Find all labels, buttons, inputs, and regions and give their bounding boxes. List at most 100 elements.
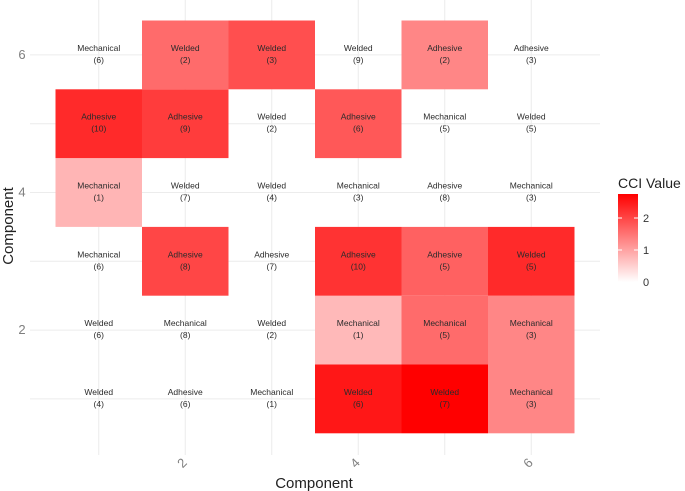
cell-count-label: (10)	[351, 261, 366, 271]
cell-count-label: (10)	[91, 124, 106, 134]
cell-count-label: (6)	[180, 399, 191, 409]
cell-count-label: (3)	[526, 399, 537, 409]
y-tick-label: 4	[18, 185, 25, 200]
cell-type-label: Mechanical	[510, 387, 553, 397]
cell-count-label: (3)	[526, 55, 537, 65]
cell-type-label: Mechanical	[510, 318, 553, 328]
cell-type-label: Welded	[84, 318, 113, 328]
cell-count-label: (6)	[94, 330, 105, 340]
heatmap-cell	[55, 158, 142, 227]
heatmap-cell	[55, 89, 142, 159]
cell-count-label: (8)	[180, 330, 191, 340]
cell-count-label: (6)	[94, 55, 105, 65]
cell-type-label: Welded	[344, 43, 373, 53]
legend-title: CCI Value	[618, 175, 681, 191]
legend-colorbar	[618, 194, 638, 282]
legend-tick-label: 2	[643, 213, 649, 225]
heatmap-cell	[315, 295, 402, 365]
cell-count-label: (4)	[267, 193, 278, 203]
y-tick-label: 2	[18, 322, 25, 337]
heatmap-cell	[401, 20, 488, 90]
legend: CCI Value 0 1 2	[618, 175, 681, 289]
cell-type-label: Welded	[344, 387, 373, 397]
cell-type-label: Welded	[257, 43, 286, 53]
cell-count-label: (2)	[267, 330, 278, 340]
cell-type-label: Adhesive	[427, 249, 462, 259]
cell-type-label: Welded	[430, 387, 459, 397]
cell-type-label: Mechanical	[77, 249, 120, 259]
cell-count-label: (3)	[526, 193, 537, 203]
cell-type-label: Adhesive	[254, 249, 289, 259]
cell-count-label: (5)	[440, 261, 451, 271]
heatmap-cell	[142, 226, 229, 296]
cell-type-label: Adhesive	[168, 112, 203, 122]
heatmap-cell	[142, 89, 229, 159]
cell-type-label: Welded	[517, 249, 546, 259]
cell-count-label: (8)	[440, 193, 451, 203]
x-axis-title: Component	[275, 475, 353, 491]
cell-count-label: (2)	[440, 55, 451, 65]
y-axis-title: Component	[0, 186, 17, 264]
cell-type-label: Mechanical	[510, 181, 553, 191]
heatmap-cells	[55, 20, 575, 434]
y-tick-label: 6	[18, 47, 25, 62]
cell-type-label: Adhesive	[427, 43, 462, 53]
cell-count-label: (2)	[180, 55, 191, 65]
cell-type-label: Welded	[257, 318, 286, 328]
cell-count-label: (2)	[267, 124, 278, 134]
cell-count-label: (3)	[353, 193, 364, 203]
cell-count-label: (1)	[267, 399, 278, 409]
cell-count-label: (5)	[526, 261, 537, 271]
cell-type-label: Mechanical	[423, 112, 466, 122]
heatmap-cell	[488, 295, 575, 365]
heatmap-cell	[228, 20, 315, 90]
cell-type-label: Adhesive	[427, 181, 462, 191]
heatmap-cell	[401, 364, 488, 434]
heatmap-cell	[142, 20, 229, 90]
heatmap-cell	[315, 226, 402, 296]
cell-type-label: Welded	[257, 112, 286, 122]
cell-count-label: (5)	[526, 124, 537, 134]
cell-type-label: Mechanical	[337, 318, 380, 328]
cell-type-label: Adhesive	[168, 249, 203, 259]
cell-type-label: Welded	[517, 112, 546, 122]
cell-count-label: (8)	[180, 261, 191, 271]
cell-count-label: (6)	[94, 261, 105, 271]
cell-count-label: (7)	[267, 261, 278, 271]
cell-type-label: Mechanical	[337, 181, 380, 191]
cell-count-label: (5)	[440, 124, 451, 134]
cell-count-label: (1)	[94, 193, 105, 203]
heatmap-cell	[315, 89, 402, 159]
cell-type-label: Adhesive	[341, 249, 376, 259]
cell-count-label: (3)	[526, 330, 537, 340]
cell-type-label: Welded	[171, 43, 200, 53]
cell-count-label: (7)	[440, 399, 451, 409]
x-tick-label: 4	[347, 455, 363, 471]
x-tick-label: 6	[520, 455, 536, 471]
cell-count-label: (9)	[180, 124, 191, 134]
cell-type-label: Welded	[171, 181, 200, 191]
cell-type-label: Mechanical	[77, 43, 120, 53]
heatmap-cell	[401, 226, 488, 296]
heatmap-cell	[488, 364, 575, 434]
cell-count-label: (3)	[267, 55, 278, 65]
cell-type-label: Adhesive	[341, 112, 376, 122]
cell-count-label: (4)	[94, 399, 105, 409]
heatmap-cell	[488, 226, 575, 296]
cell-type-label: Adhesive	[81, 112, 116, 122]
cell-count-label: (1)	[353, 330, 364, 340]
cell-count-label: (9)	[353, 55, 364, 65]
cell-type-label: Adhesive	[514, 43, 549, 53]
cell-type-label: Adhesive	[168, 387, 203, 397]
cell-type-label: Welded	[84, 387, 113, 397]
legend-tick-label: 0	[643, 277, 649, 289]
cell-type-label: Mechanical	[423, 318, 466, 328]
heatmap-cell	[401, 295, 488, 365]
cell-count-label: (6)	[353, 124, 364, 134]
cell-type-label: Mechanical	[250, 387, 293, 397]
x-tick-label: 2	[174, 455, 190, 471]
cell-count-label: (5)	[440, 330, 451, 340]
cell-type-label: Mechanical	[164, 318, 207, 328]
cell-count-label: (7)	[180, 193, 191, 203]
